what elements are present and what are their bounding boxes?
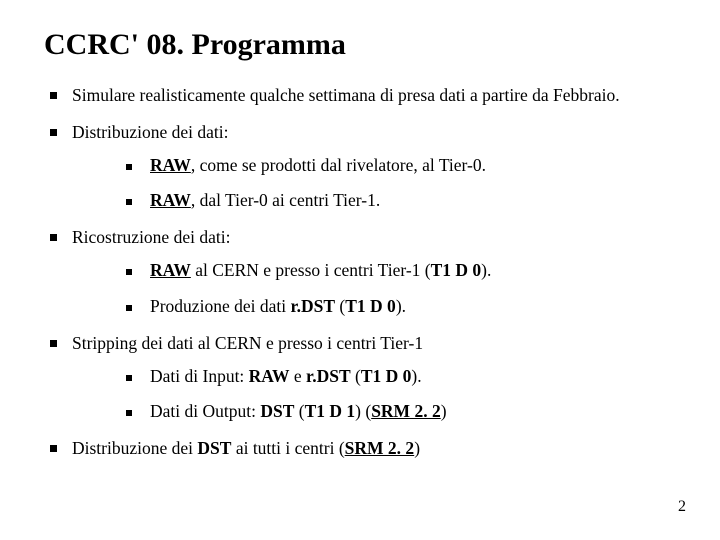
list-item-text: Ricostruzione dei dati: [72,227,230,247]
list-item-text: Stripping dei dati al CERN e presso i ce… [72,333,423,353]
sub-list-item: Produzione dei dati r.DST (T1 D 0). [114,295,676,318]
sub-list: RAW, come se prodotti dal rivelatore, al… [72,154,676,212]
bullet-list: Simulare realisticamente qualche settima… [44,84,676,460]
list-item: Distribuzione dei dati: RAW, come se prod… [44,121,676,212]
sub-list-item: Dati di Output: DST (T1 D 1) (SRM 2. 2) [114,400,676,423]
sub-list-item: RAW, dal Tier-0 ai centri Tier-1. [114,189,676,212]
sub-list: RAW al CERN e presso i centri Tier-1 (T1… [72,259,676,317]
list-item: Distribuzione dei DST ai tutti i centri … [44,437,676,460]
sub-list: Dati di Input: RAW e r.DST (T1 D 0). Dati… [72,365,676,423]
slide-title: CCRC' 08. Programma [44,28,676,62]
list-item-text: Distribuzione dei DST ai tutti i centri … [72,438,420,458]
list-item-text: Distribuzione dei dati: [72,122,229,142]
list-item: Simulare realisticamente qualche settima… [44,84,676,107]
sub-list-item: RAW, come se prodotti dal rivelatore, al… [114,154,676,177]
page-number: 2 [678,498,686,516]
slide: CCRC' 08. Programma Simulare realisticam… [0,0,720,540]
sub-list-item: Dati di Input: RAW e r.DST (T1 D 0). [114,365,676,388]
sub-list-item: RAW al CERN e presso i centri Tier-1 (T1… [114,259,676,282]
list-item: Ricostruzione dei dati: RAW al CERN e pr… [44,226,676,317]
list-item: Stripping dei dati al CERN e presso i ce… [44,332,676,423]
list-item-text: Simulare realisticamente qualche settima… [72,85,620,105]
